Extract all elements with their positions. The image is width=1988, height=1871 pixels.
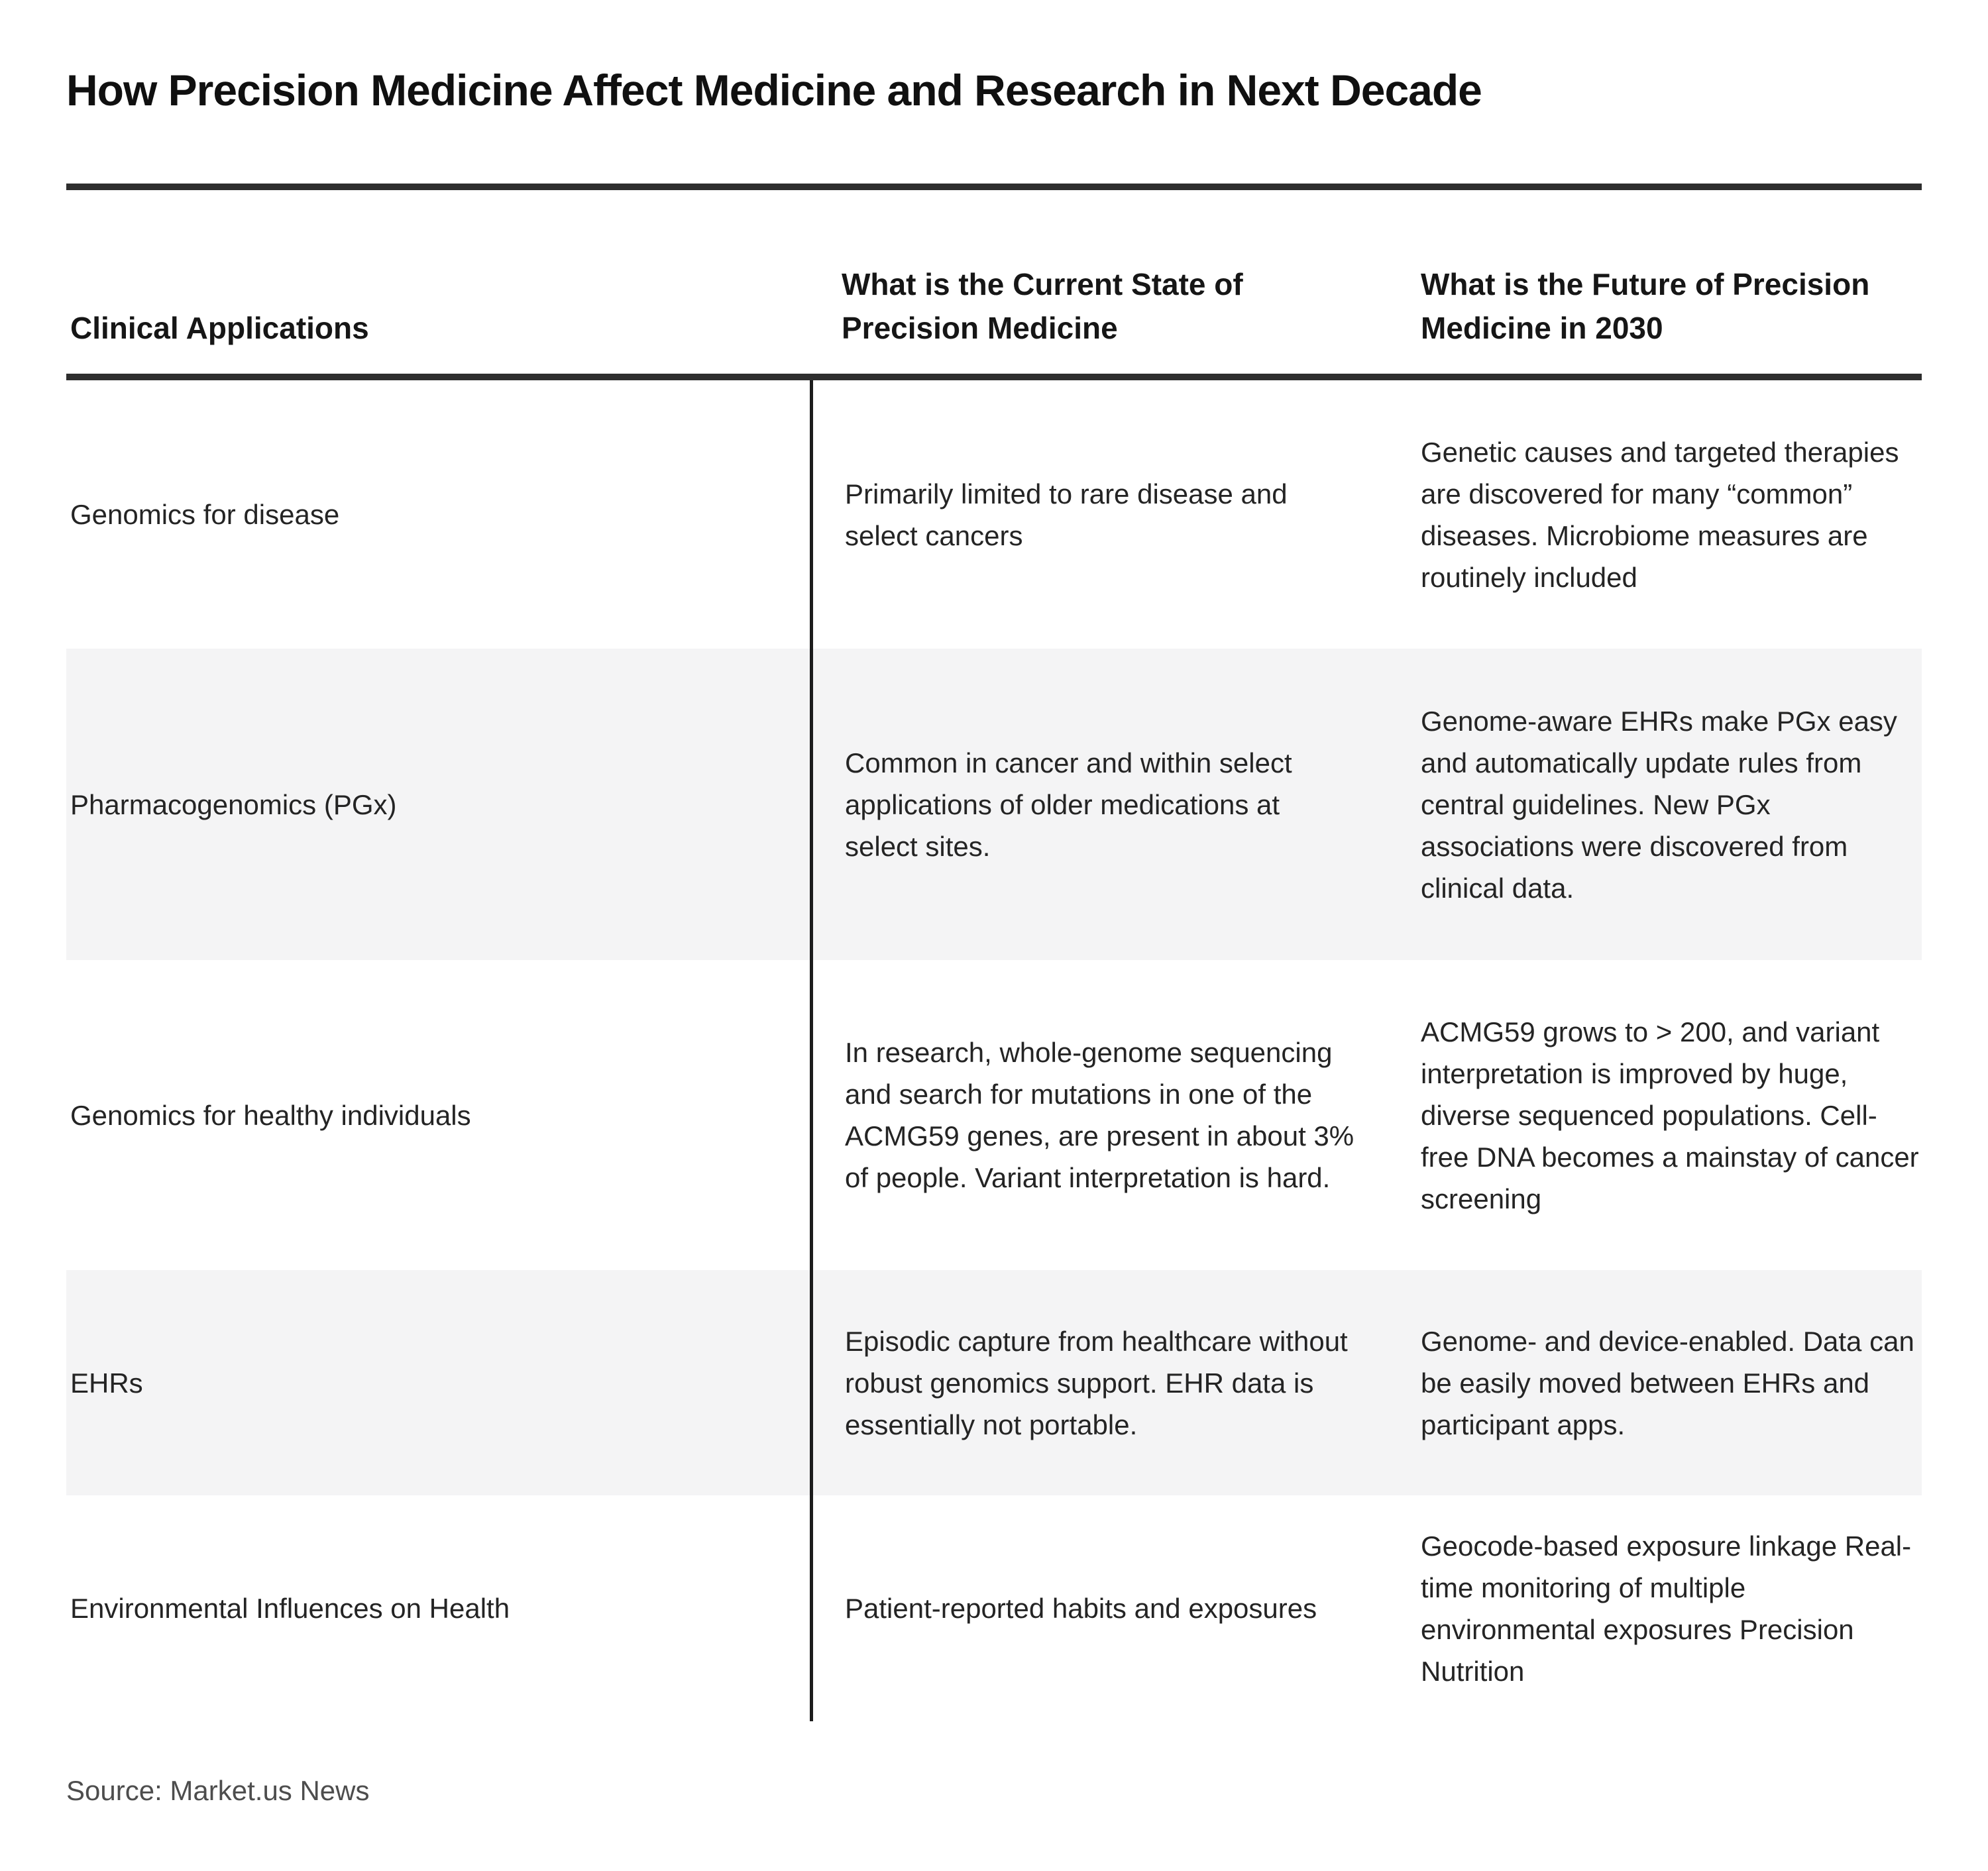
table-row: Environmental Influences on Health Patie… <box>66 1495 1922 1721</box>
current-state-cell: In research, whole-genome sequencing and… <box>845 1037 1354 1193</box>
table-body: Genomics for disease Primarily limited t… <box>66 380 1922 1721</box>
current-state-cell-wrap: Episodic capture from healthcare without… <box>810 1270 1405 1495</box>
current-state-cell-wrap: Primarily limited to rare disease and se… <box>810 380 1405 649</box>
current-state-cell: Primarily limited to rare disease and se… <box>845 478 1288 551</box>
application-cell: Genomics for healthy individuals <box>70 1099 471 1131</box>
table-row: Pharmacogenomics (PGx) Common in cancer … <box>66 649 1922 960</box>
application-cell: Genomics for disease <box>70 499 340 530</box>
current-state-cell: Episodic capture from healthcare without… <box>845 1325 1348 1440</box>
table-row: Genomics for healthy individuals In rese… <box>66 960 1922 1270</box>
current-state-cell-wrap: Common in cancer and within select appli… <box>810 649 1405 960</box>
page-title: How Precision Medicine Affect Medicine a… <box>66 66 1482 115</box>
current-state-cell: Patient-reported habits and exposures <box>845 1593 1317 1624</box>
table-row: EHRs Episodic capture from healthcare wi… <box>66 1270 1922 1495</box>
application-cell: Environmental Influences on Health <box>70 1593 510 1624</box>
future-cell: Genetic causes and targeted therapies ar… <box>1421 436 1899 593</box>
table-header-row: Clinical Applications What is the Curren… <box>66 190 1922 380</box>
future-cell: Geocode-based exposure linkage Real-time… <box>1421 1530 1912 1687</box>
current-state-cell-wrap: Patient-reported habits and exposures <box>810 1495 1405 1721</box>
precision-medicine-table: Clinical Applications What is the Curren… <box>66 184 1922 1721</box>
source-note: Source: Market.us News <box>66 1775 370 1806</box>
col-header-future-2030: What is the Future of Precision Medicine… <box>1421 267 1870 345</box>
current-state-cell: Common in cancer and within select appli… <box>845 747 1292 862</box>
current-state-cell-wrap: In research, whole-genome sequencing and… <box>810 960 1405 1270</box>
application-cell: Pharmacogenomics (PGx) <box>70 788 397 820</box>
future-cell: ACMG59 grows to > 200, and variant inter… <box>1421 1016 1919 1214</box>
future-cell: Genome-aware EHRs make PGx easy and auto… <box>1421 705 1897 904</box>
application-cell: EHRs <box>70 1367 143 1399</box>
col-header-current-state: What is the Current State of Precision M… <box>842 267 1243 345</box>
table-row: Genomics for disease Primarily limited t… <box>66 380 1922 649</box>
col-header-clinical-applications: Clinical Applications <box>70 311 369 345</box>
future-cell: Genome- and device-enabled. Data can be … <box>1421 1325 1914 1440</box>
